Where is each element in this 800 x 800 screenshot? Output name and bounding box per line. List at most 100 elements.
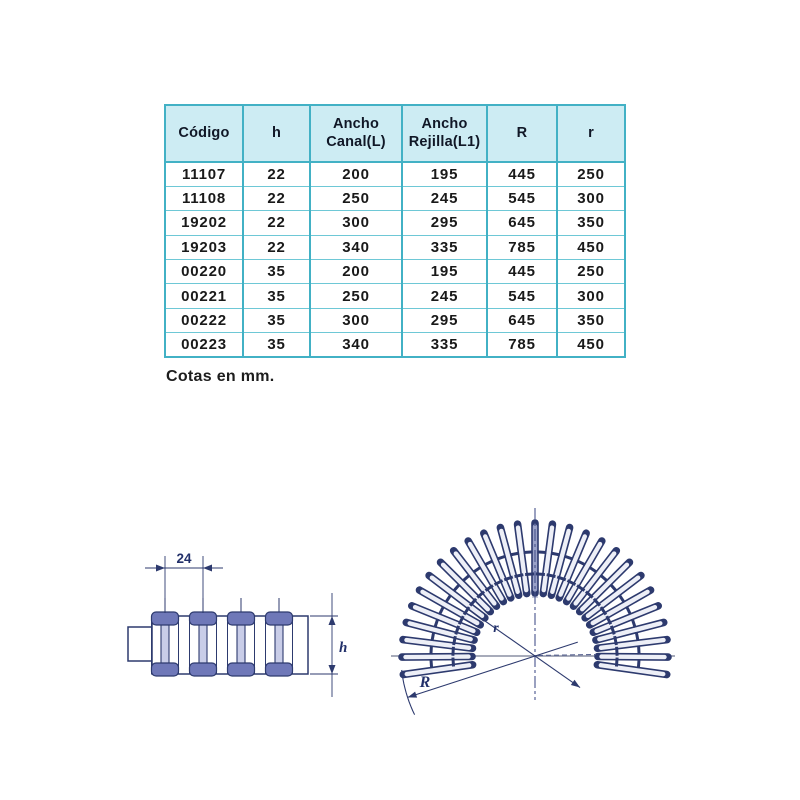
pitch-dimension-label: 24 xyxy=(176,551,192,566)
link-tick xyxy=(636,659,641,669)
spec-cell: 645 xyxy=(486,210,558,236)
spec-cell: 300 xyxy=(309,210,403,236)
spec-cell: 195 xyxy=(401,161,488,187)
column-header: Ancho Canal(L) xyxy=(309,105,403,163)
column-header: R xyxy=(486,105,558,163)
link-tick xyxy=(476,590,486,599)
spec-cell: 35 xyxy=(242,332,311,358)
column-header: Código xyxy=(164,105,244,163)
spec-cell: 22 xyxy=(242,234,311,261)
grille-slat-fill xyxy=(467,541,504,601)
spec-cell: 200 xyxy=(309,161,403,187)
spec-cell: 250 xyxy=(309,185,403,212)
spec-cell: 300 xyxy=(556,283,626,309)
link-tick xyxy=(484,584,494,592)
arrowhead-icon xyxy=(328,665,336,674)
grille-slat-fill xyxy=(429,575,485,618)
outer-radius-arc xyxy=(401,669,416,715)
link-tick xyxy=(588,565,598,574)
table-row: 11108 22 250 245 545 300 xyxy=(164,185,626,212)
spec-cell: 340 xyxy=(309,332,403,358)
grille-slat-fill xyxy=(550,528,571,594)
spec-cell: 200 xyxy=(309,259,403,285)
link-tick xyxy=(525,572,535,576)
link-tick xyxy=(614,657,619,667)
spec-cell: 00222 xyxy=(164,307,244,334)
spec-cell: 35 xyxy=(242,283,311,309)
link-tick xyxy=(462,606,471,616)
spec-cell: 445 xyxy=(486,259,558,285)
spec-cell: 645 xyxy=(486,307,558,334)
link-tick xyxy=(535,572,545,576)
grille-slat-fill xyxy=(483,534,512,597)
inner-radius-line xyxy=(469,609,581,688)
link-tick xyxy=(637,645,641,655)
link-tick xyxy=(484,559,494,567)
grille-slat-fill xyxy=(598,663,666,677)
spec-cell: 450 xyxy=(556,332,626,358)
grille-slat-fill xyxy=(453,551,497,606)
spec-cell: 19203 xyxy=(164,234,244,261)
table-row: 00221 35 250 245 545 300 xyxy=(164,283,626,309)
link-tick xyxy=(454,625,461,635)
spec-cell: 545 xyxy=(486,283,558,309)
table-row: 00223 35 340 335 785 450 xyxy=(164,332,626,358)
spec-cell: 35 xyxy=(242,307,311,334)
link-tick xyxy=(429,645,433,655)
link-tick xyxy=(451,657,456,667)
outer-radius-label: R xyxy=(419,674,431,691)
grille-slat-fill xyxy=(558,534,587,597)
link-tick xyxy=(523,550,533,555)
grille-slat-fill xyxy=(403,654,471,660)
link-tick xyxy=(472,565,482,574)
grille-slat-fill xyxy=(580,562,630,612)
curved-grille-drawing: r R xyxy=(391,508,675,715)
grille-slat-fill xyxy=(541,525,555,593)
spec-cell: 785 xyxy=(486,234,558,261)
link-tick xyxy=(430,631,436,642)
spec-cell: 11108 xyxy=(164,185,244,212)
grille-slat-fill xyxy=(594,604,658,634)
spec-cell: 22 xyxy=(242,161,311,187)
spec-cell: 250 xyxy=(309,283,403,309)
grille-slat-fill xyxy=(515,525,529,593)
spec-cell: 300 xyxy=(556,185,626,212)
spec-cell: 245 xyxy=(401,185,488,212)
link-tick xyxy=(452,635,457,646)
table-row: 19203 22 340 335 785 450 xyxy=(164,234,626,261)
grille-slat-fill xyxy=(499,528,520,594)
table-row: 19202 22 300 295 645 350 xyxy=(164,210,626,236)
height-dimension-label: h xyxy=(339,640,347,656)
column-header: r xyxy=(556,105,626,163)
arrowhead-icon xyxy=(328,616,336,625)
link-tick xyxy=(592,597,601,607)
link-tick xyxy=(556,575,567,582)
spec-cell: 295 xyxy=(401,210,488,236)
link-tick xyxy=(550,551,561,557)
link-tick xyxy=(503,575,514,582)
link-tick xyxy=(618,594,626,604)
spec-cell: 22 xyxy=(242,210,311,236)
link-tick xyxy=(433,618,440,628)
link-tick xyxy=(630,618,637,628)
grille-slat-fill xyxy=(420,589,480,626)
link-tick xyxy=(457,615,465,625)
link-tick xyxy=(469,597,478,607)
column-header: h xyxy=(242,105,311,163)
link-tick xyxy=(609,625,616,635)
arrowhead-icon xyxy=(407,691,418,698)
spec-cell: 545 xyxy=(486,185,558,212)
table-row: 00220 35 200 195 445 250 xyxy=(164,259,626,285)
link-tick xyxy=(451,646,455,656)
spec-cell: 335 xyxy=(401,332,488,358)
link-tick xyxy=(514,573,524,578)
spec-cell: 195 xyxy=(401,259,488,285)
link-tick xyxy=(599,573,609,583)
spec-cell: 785 xyxy=(486,332,558,358)
grille-slat-fill xyxy=(585,575,641,618)
link-tick xyxy=(444,594,452,604)
link-tick xyxy=(452,583,461,593)
table-row: 11107 22 200 195 445 250 xyxy=(164,161,626,187)
spec-cell: 00221 xyxy=(164,283,244,309)
